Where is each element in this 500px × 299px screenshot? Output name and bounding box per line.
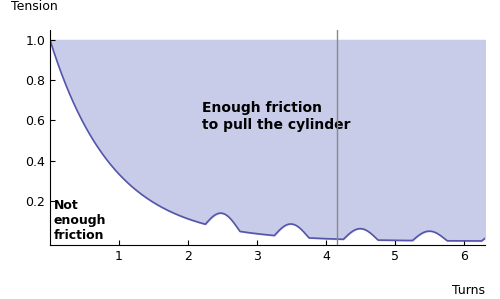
Text: Turns
of rope: Turns of rope — [441, 284, 485, 299]
Text: Tension: Tension — [11, 0, 58, 13]
Text: Not
enough
friction: Not enough friction — [54, 199, 106, 242]
Text: Enough friction
to pull the cylinder: Enough friction to pull the cylinder — [202, 101, 350, 132]
